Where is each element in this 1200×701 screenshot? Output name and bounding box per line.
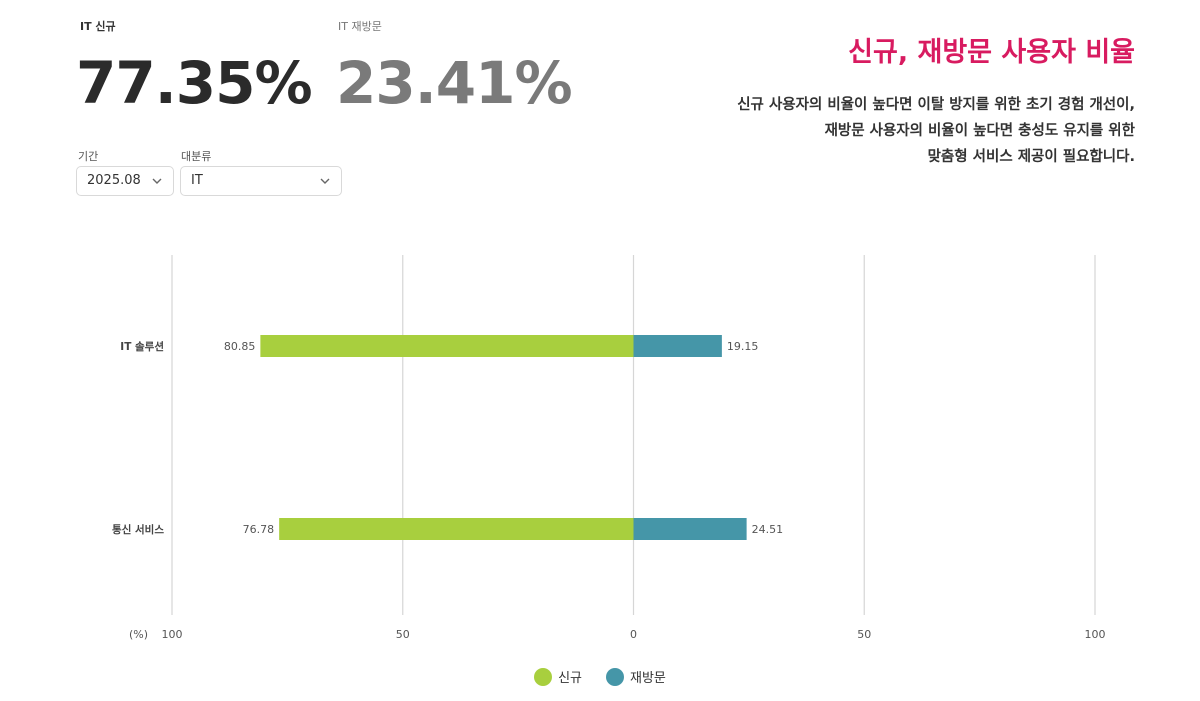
stat-new-label: IT 신규 [80, 20, 116, 33]
legend-label-revisit: 재방문 [630, 671, 666, 686]
stat-revisit-value: 23.41% [336, 49, 573, 117]
stat-new-value: 77.35% [76, 49, 313, 117]
x-tick-label: 50 [396, 628, 410, 641]
stat-revisit-label: IT 재방문 [338, 20, 382, 33]
description-line: 맞춤형 서비스 제공이 필요합니다. [927, 149, 1135, 165]
description-line: 신규 사용자의 비율이 높다면 이탈 방지를 위한 초기 경험 개선이, [737, 97, 1135, 113]
period-select[interactable]: 2025.08 [76, 166, 174, 196]
data-label-new: 80.85 [224, 340, 256, 353]
legend-swatch-revisit [606, 667, 625, 686]
description-line: 재방문 사용자의 비율이 높다면 충성도 유지를 위한 [824, 123, 1135, 139]
period-label: 기간 [78, 150, 99, 163]
category-label: 대분류 [181, 150, 212, 163]
legend-item-new[interactable]: 신규 [534, 667, 582, 686]
legend-label-new: 신규 [558, 671, 583, 686]
category-select[interactable]: IT [180, 166, 342, 196]
data-label-revisit: 24.51 [752, 523, 784, 536]
diverging-bar-chart: 100 50 0 50 100 (%) IT 솔루션 80.85 19.15 통신 서비스 76.7… [112, 255, 1106, 641]
category-select-value: IT [191, 173, 203, 188]
page-description: 신규 사용자의 비율이 높다면 이탈 방지를 위한 초기 경험 개선이, 재방문… [737, 92, 1135, 170]
data-label-new: 76.78 [243, 523, 275, 536]
bar-revisit [633, 335, 722, 357]
page-title: 신규, 재방문 사용자 비율 [848, 37, 1135, 68]
unit-label: (%) [129, 628, 148, 641]
period-select-value: 2025.08 [87, 173, 141, 188]
x-tick-label: 100 [1085, 628, 1106, 641]
x-tick-label: 100 [162, 628, 183, 641]
chevron-down-icon [152, 178, 162, 184]
legend-item-revisit[interactable]: 재방문 [606, 667, 666, 686]
bar-new [279, 518, 634, 540]
legend-swatch-new [534, 667, 553, 686]
chevron-down-icon [320, 178, 330, 184]
bar-revisit [633, 518, 747, 540]
chart-legend: 신규 재방문 [0, 667, 1200, 686]
category-label: 통신 서비스 [112, 523, 164, 536]
x-tick-label: 0 [630, 628, 637, 641]
data-label-revisit: 19.15 [727, 340, 759, 353]
category-label: IT 솔루션 [120, 340, 164, 353]
x-tick-label: 50 [857, 628, 871, 641]
bar-new [260, 335, 634, 357]
